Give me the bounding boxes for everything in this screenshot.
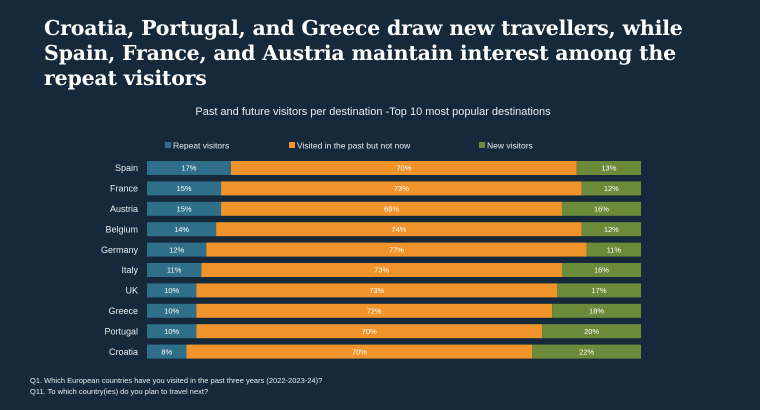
value-label-belgium-series-1: 74% [391, 225, 406, 234]
value-label-croatia-series-2: 22% [579, 347, 594, 356]
value-label-belgium-series-2: 12% [604, 225, 619, 234]
legend: Repeat visitors Visited in the past but n… [165, 141, 533, 151]
bar-france-series-0 [147, 181, 222, 196]
bar-uk-series-2 [557, 283, 641, 298]
bar-spain-series-0 [147, 161, 231, 175]
category-label-spain: Spain [115, 163, 138, 173]
category-label-croatia: Croatia [109, 347, 138, 357]
value-label-belgium-series-0: 14% [174, 225, 189, 234]
bar-portugal-series-2 [542, 324, 641, 339]
bar-portugal-series-0 [147, 324, 197, 339]
bar-belgium-series-0 [147, 222, 217, 237]
category-label-greece: Greece [108, 306, 138, 316]
value-label-france-series-2: 12% [604, 184, 619, 193]
value-label-spain-series-2: 13% [601, 164, 616, 173]
category-label-portugal: Portugal [104, 326, 138, 336]
value-label-italy-series-1: 73% [374, 266, 389, 275]
category-label-germany: Germany [101, 245, 139, 255]
value-label-spain-series-1: 70% [396, 164, 411, 173]
bar-austria-series-1 [221, 201, 562, 216]
bar-uk-series-1 [196, 283, 558, 298]
bar-austria-series-2 [561, 201, 641, 216]
bar-france-series-1 [221, 181, 582, 196]
bar-greece-series-2 [552, 303, 641, 318]
value-label-croatia-series-1: 70% [352, 347, 367, 356]
bar-spain-series-1 [230, 161, 577, 175]
value-label-portugal-series-2: 20% [584, 327, 599, 336]
bar-belgium-series-1 [216, 222, 582, 237]
bar-croatia-series-1 [186, 344, 533, 359]
value-label-italy-series-2: 16% [594, 266, 609, 275]
bar-italy-series-2 [561, 263, 641, 277]
bar-greece-series-1 [196, 303, 553, 318]
legend-swatch-0 [165, 142, 171, 148]
bar-italy-series-0 [147, 263, 202, 277]
headline: Croatia, Portugal, and Greece draw new t… [44, 16, 683, 90]
bar-austria-series-0 [147, 201, 222, 216]
category-label-italy: Italy [121, 265, 138, 275]
bar-italy-series-1 [201, 263, 562, 277]
value-label-italy-series-0: 11% [167, 266, 182, 275]
bar-france-series-2 [581, 181, 641, 196]
bar-spain-series-2 [576, 161, 641, 175]
bar-croatia-series-2 [532, 344, 641, 359]
value-label-austria-series-2: 16% [594, 205, 609, 214]
category-label-austria: Austria [110, 204, 138, 214]
value-label-greece-series-2: 18% [589, 307, 604, 316]
value-label-germany-series-2: 11% [607, 245, 622, 254]
value-label-portugal-series-0: 10% [164, 327, 179, 336]
category-label-belgium: Belgium [105, 224, 138, 234]
value-label-greece-series-1: 72% [367, 307, 382, 316]
chart-title: Past and future visitors per destination… [195, 106, 551, 118]
value-label-uk-series-0: 10% [164, 286, 179, 295]
bar-croatia-series-0 [147, 344, 187, 359]
legend-label-0: Repeat visitors [173, 141, 229, 151]
bar-germany-series-1 [206, 242, 587, 257]
category-label-uk: UK [125, 286, 138, 296]
legend-swatch-2 [479, 142, 485, 148]
value-label-uk-series-2: 17% [592, 286, 607, 295]
bar-uk-series-0 [147, 283, 197, 298]
footnote-q1: Q1. Which European countries have you vi… [30, 376, 323, 385]
value-label-uk-series-1: 73% [369, 286, 384, 295]
legend-swatch-1 [289, 142, 295, 148]
legend-label-1: Visited in the past but not now [297, 141, 411, 151]
value-label-portugal-series-1: 70% [362, 327, 377, 336]
bar-portugal-series-1 [196, 324, 543, 339]
bars: 17% 70% 13% 15% 73% 12% 15% 69% 16% 14% 74% 12% 12% 7… [147, 161, 641, 359]
bar-germany-series-2 [586, 242, 641, 257]
category-label-france: France [110, 184, 138, 194]
value-label-croatia-series-0: 8% [161, 347, 172, 356]
value-label-germany-series-1: 77% [389, 245, 404, 254]
bar-germany-series-0 [147, 242, 207, 257]
category-labels: Spain France Austria Belgium Germany Italy UK G… [101, 163, 139, 357]
value-label-germany-series-0: 12% [169, 245, 184, 254]
value-label-france-series-0: 15% [177, 184, 192, 193]
footnote-q11: Q11. To which country(ies) do you plan t… [30, 387, 209, 396]
value-label-france-series-1: 73% [394, 184, 409, 193]
bar-greece-series-0 [147, 303, 197, 318]
bar-belgium-series-2 [581, 222, 641, 237]
value-label-spain-series-0: 17% [181, 164, 196, 173]
value-label-austria-series-1: 69% [384, 205, 399, 214]
value-label-austria-series-0: 15% [177, 205, 192, 214]
legend-label-2: New visitors [487, 141, 533, 151]
value-label-greece-series-0: 10% [164, 307, 179, 316]
